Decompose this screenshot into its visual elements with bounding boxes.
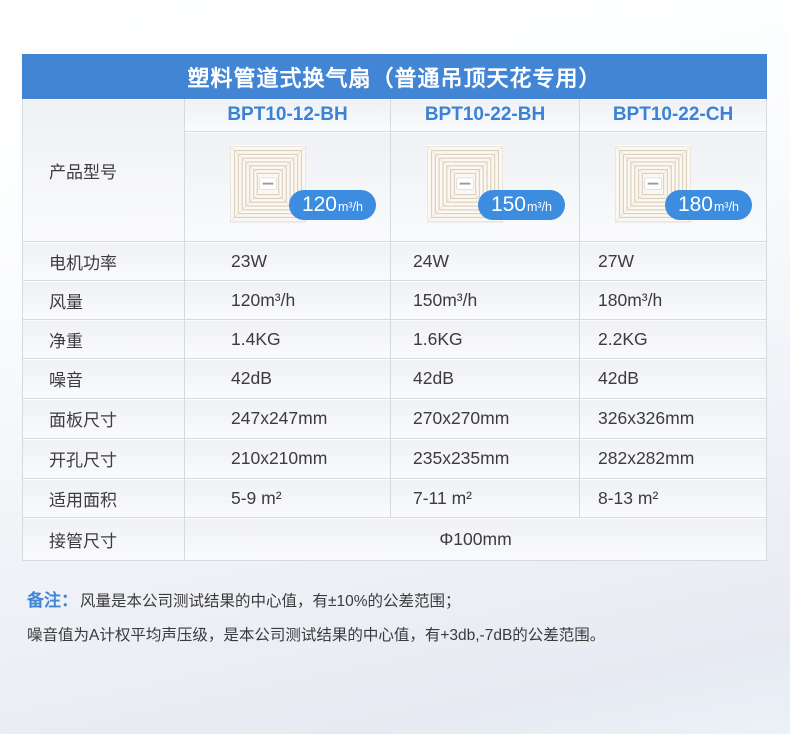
spec-table-card: 塑料管道式换气扇（普通吊顶天花专用） 产品型号 BPT10-12-BH BPT1…: [22, 54, 767, 561]
spec-value: 1.4KG: [185, 320, 391, 359]
airflow-badge: 120 m³/h: [288, 190, 376, 220]
airflow-unit: m³/h: [527, 200, 552, 214]
footnote-line-2: 噪音值为A计权平均声压级，是本公司测试结果的中心值，有+3db,-7dB的公差范…: [27, 619, 767, 653]
spec-value: 42dB: [185, 359, 391, 399]
spec-value: 5-9 m²: [185, 479, 391, 518]
table-title: 塑料管道式换气扇（普通吊顶天花专用）: [22, 54, 767, 99]
airflow-unit: m³/h: [714, 200, 739, 214]
spec-value: 42dB: [580, 359, 767, 399]
airflow-badge: 150 m³/h: [477, 190, 565, 220]
spec-row-label: 风量: [23, 281, 185, 320]
spec-value: 282x282mm: [580, 439, 767, 479]
spec-value: 270x270mm: [391, 399, 580, 439]
spec-value: 2.2KG: [580, 320, 767, 359]
airflow-value: 180: [677, 193, 713, 216]
spec-value: 1.6KG: [391, 320, 580, 359]
spec-grid: 产品型号 BPT10-12-BH BPT10-22-BH BPT10-22-CH: [22, 99, 767, 561]
spec-value: 235x235mm: [391, 439, 580, 479]
spec-value: 23W: [185, 242, 391, 281]
product-photo-cell-1: 120 m³/h: [185, 132, 391, 242]
spec-row-label: 接管尺寸: [23, 518, 185, 561]
spec-row-label: 面板尺寸: [23, 399, 185, 439]
footnote-label: 备注：: [27, 591, 78, 610]
ceiling-fan-grille-icon: [229, 146, 306, 222]
airflow-value: 150: [490, 193, 526, 216]
spec-row-label: 噪音: [23, 359, 185, 399]
model-name-3: BPT10-22-CH: [580, 99, 767, 132]
spec-value: 326x326mm: [580, 399, 767, 439]
spec-value-merged: Φ100mm: [185, 518, 767, 561]
airflow-value: 120: [301, 193, 337, 216]
fan-product-image: [229, 145, 306, 223]
spec-value: 24W: [391, 242, 580, 281]
spec-value: 150m³/h: [391, 281, 580, 320]
spec-value: 180m³/h: [580, 281, 767, 320]
spec-row-label: 电机功率: [23, 242, 185, 281]
model-row-label: 产品型号: [23, 99, 185, 242]
spec-value: 8-13 m²: [580, 479, 767, 518]
spec-value: 120m³/h: [185, 281, 391, 320]
footnote-line-1: 备注： 风量是本公司测试结果的中心值，有±10%的公差范围；: [27, 584, 767, 619]
ceiling-fan-grille-icon: [615, 146, 691, 222]
footnote-text-1: 风量是本公司测试结果的中心值，有±10%的公差范围；: [80, 593, 461, 610]
model-name-2: BPT10-22-BH: [391, 99, 580, 132]
footnote: 备注： 风量是本公司测试结果的中心值，有±10%的公差范围； 噪音值为A计权平均声…: [27, 584, 767, 653]
airflow-badge: 180 m³/h: [664, 190, 752, 220]
spec-value: 210x210mm: [185, 439, 391, 479]
spec-value: 27W: [580, 242, 767, 281]
spec-row-label: 净重: [23, 320, 185, 359]
spec-row-label: 适用面积: [23, 479, 185, 518]
product-photo-cell-2: 150 m³/h: [391, 132, 580, 242]
product-photo-cell-3: 180 m³/h: [580, 132, 767, 242]
spec-value: 247x247mm: [185, 399, 391, 439]
spec-value: 7-11 m²: [391, 479, 580, 518]
spec-row-label: 开孔尺寸: [23, 439, 185, 479]
spec-value: 42dB: [391, 359, 580, 399]
footnote-text-2: 噪音值为A计权平均声压级，是本公司测试结果的中心值，有+3db,-7dB的公差范…: [27, 627, 606, 644]
airflow-unit: m³/h: [338, 200, 363, 214]
model-name-1: BPT10-12-BH: [185, 99, 391, 132]
